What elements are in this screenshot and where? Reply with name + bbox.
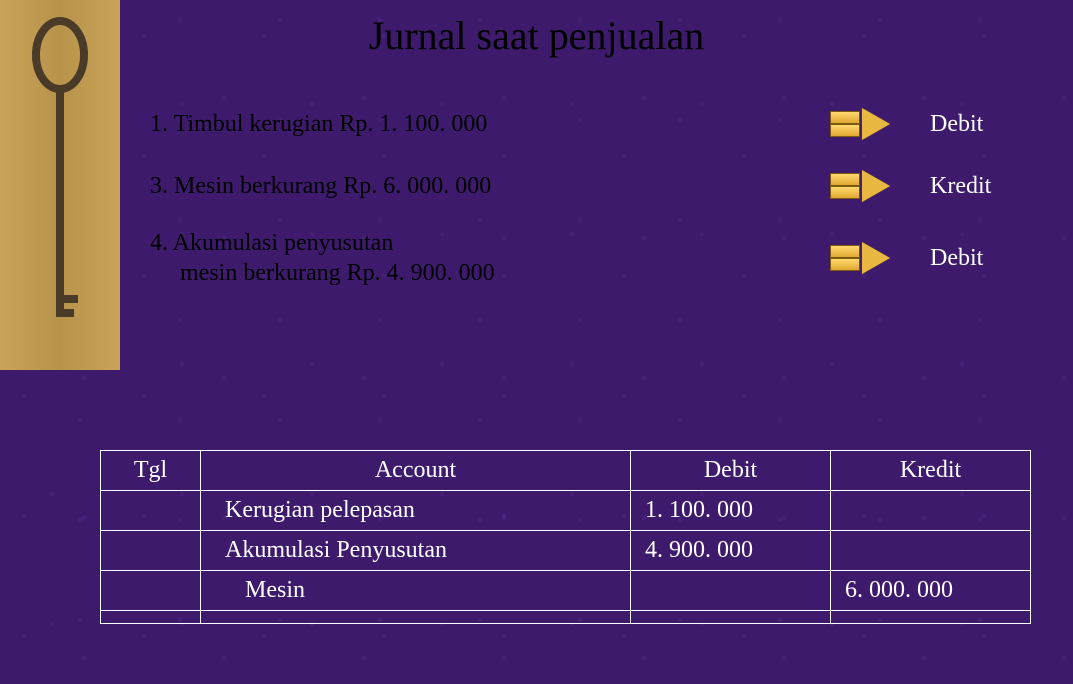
header-tgl: Tgl	[101, 451, 201, 491]
journal-table: Tgl Account Debit Kredit Kerugian pelepa…	[100, 450, 1031, 624]
cell-debit: 4. 900. 000	[631, 531, 831, 571]
cell-account	[201, 611, 631, 624]
header-account: Account	[201, 451, 631, 491]
cell-tgl	[101, 611, 201, 624]
cell-kredit	[831, 531, 1031, 571]
cell-account: Mesin	[201, 571, 631, 611]
journal-item: 4. Akumulasi penyusutan mesin berkurang …	[150, 228, 1050, 288]
cell-account: Kerugian pelepasan	[201, 491, 631, 531]
key-icon	[30, 15, 90, 355]
table-row	[101, 611, 1031, 624]
cell-kredit	[831, 491, 1031, 531]
journal-item-text: 3. Mesin berkurang Rp. 6. 000. 000	[150, 173, 830, 200]
cell-debit	[631, 611, 831, 624]
cell-kredit: 6. 000. 000	[831, 571, 1031, 611]
journal-item: 3. Mesin berkurang Rp. 6. 000. 000 Kredit	[150, 170, 1050, 202]
cell-debit: 1. 100. 000	[631, 491, 831, 531]
table-header-row: Tgl Account Debit Kredit	[101, 451, 1031, 491]
table-row: Kerugian pelepasan1. 100. 000	[101, 491, 1031, 531]
arrow-icon	[830, 170, 910, 202]
table-row: Akumulasi Penyusutan4. 900. 000	[101, 531, 1031, 571]
header-kredit: Kredit	[831, 451, 1031, 491]
cell-kredit	[831, 611, 1031, 624]
journal-item-text: 4. Akumulasi penyusutan mesin berkurang …	[150, 228, 830, 288]
cell-debit	[631, 571, 831, 611]
journal-item: 1. Timbul kerugian Rp. 1. 100. 000 Debit	[150, 108, 1050, 140]
journal-item-text: 1. Timbul kerugian Rp. 1. 100. 000	[150, 111, 830, 138]
cell-tgl	[101, 531, 201, 571]
debit-kredit-label: Debit	[910, 111, 1030, 138]
arrow-icon	[830, 108, 910, 140]
header-debit: Debit	[631, 451, 831, 491]
cell-account: Akumulasi Penyusutan	[201, 531, 631, 571]
page-title: Jurnal saat penjualan	[0, 12, 1073, 59]
debit-kredit-label: Kredit	[910, 173, 1030, 200]
cell-tgl	[101, 571, 201, 611]
table-row: Mesin 6. 000. 000	[101, 571, 1031, 611]
arrow-icon	[830, 242, 910, 274]
debit-kredit-label: Debit	[910, 245, 1030, 272]
cell-tgl	[101, 491, 201, 531]
